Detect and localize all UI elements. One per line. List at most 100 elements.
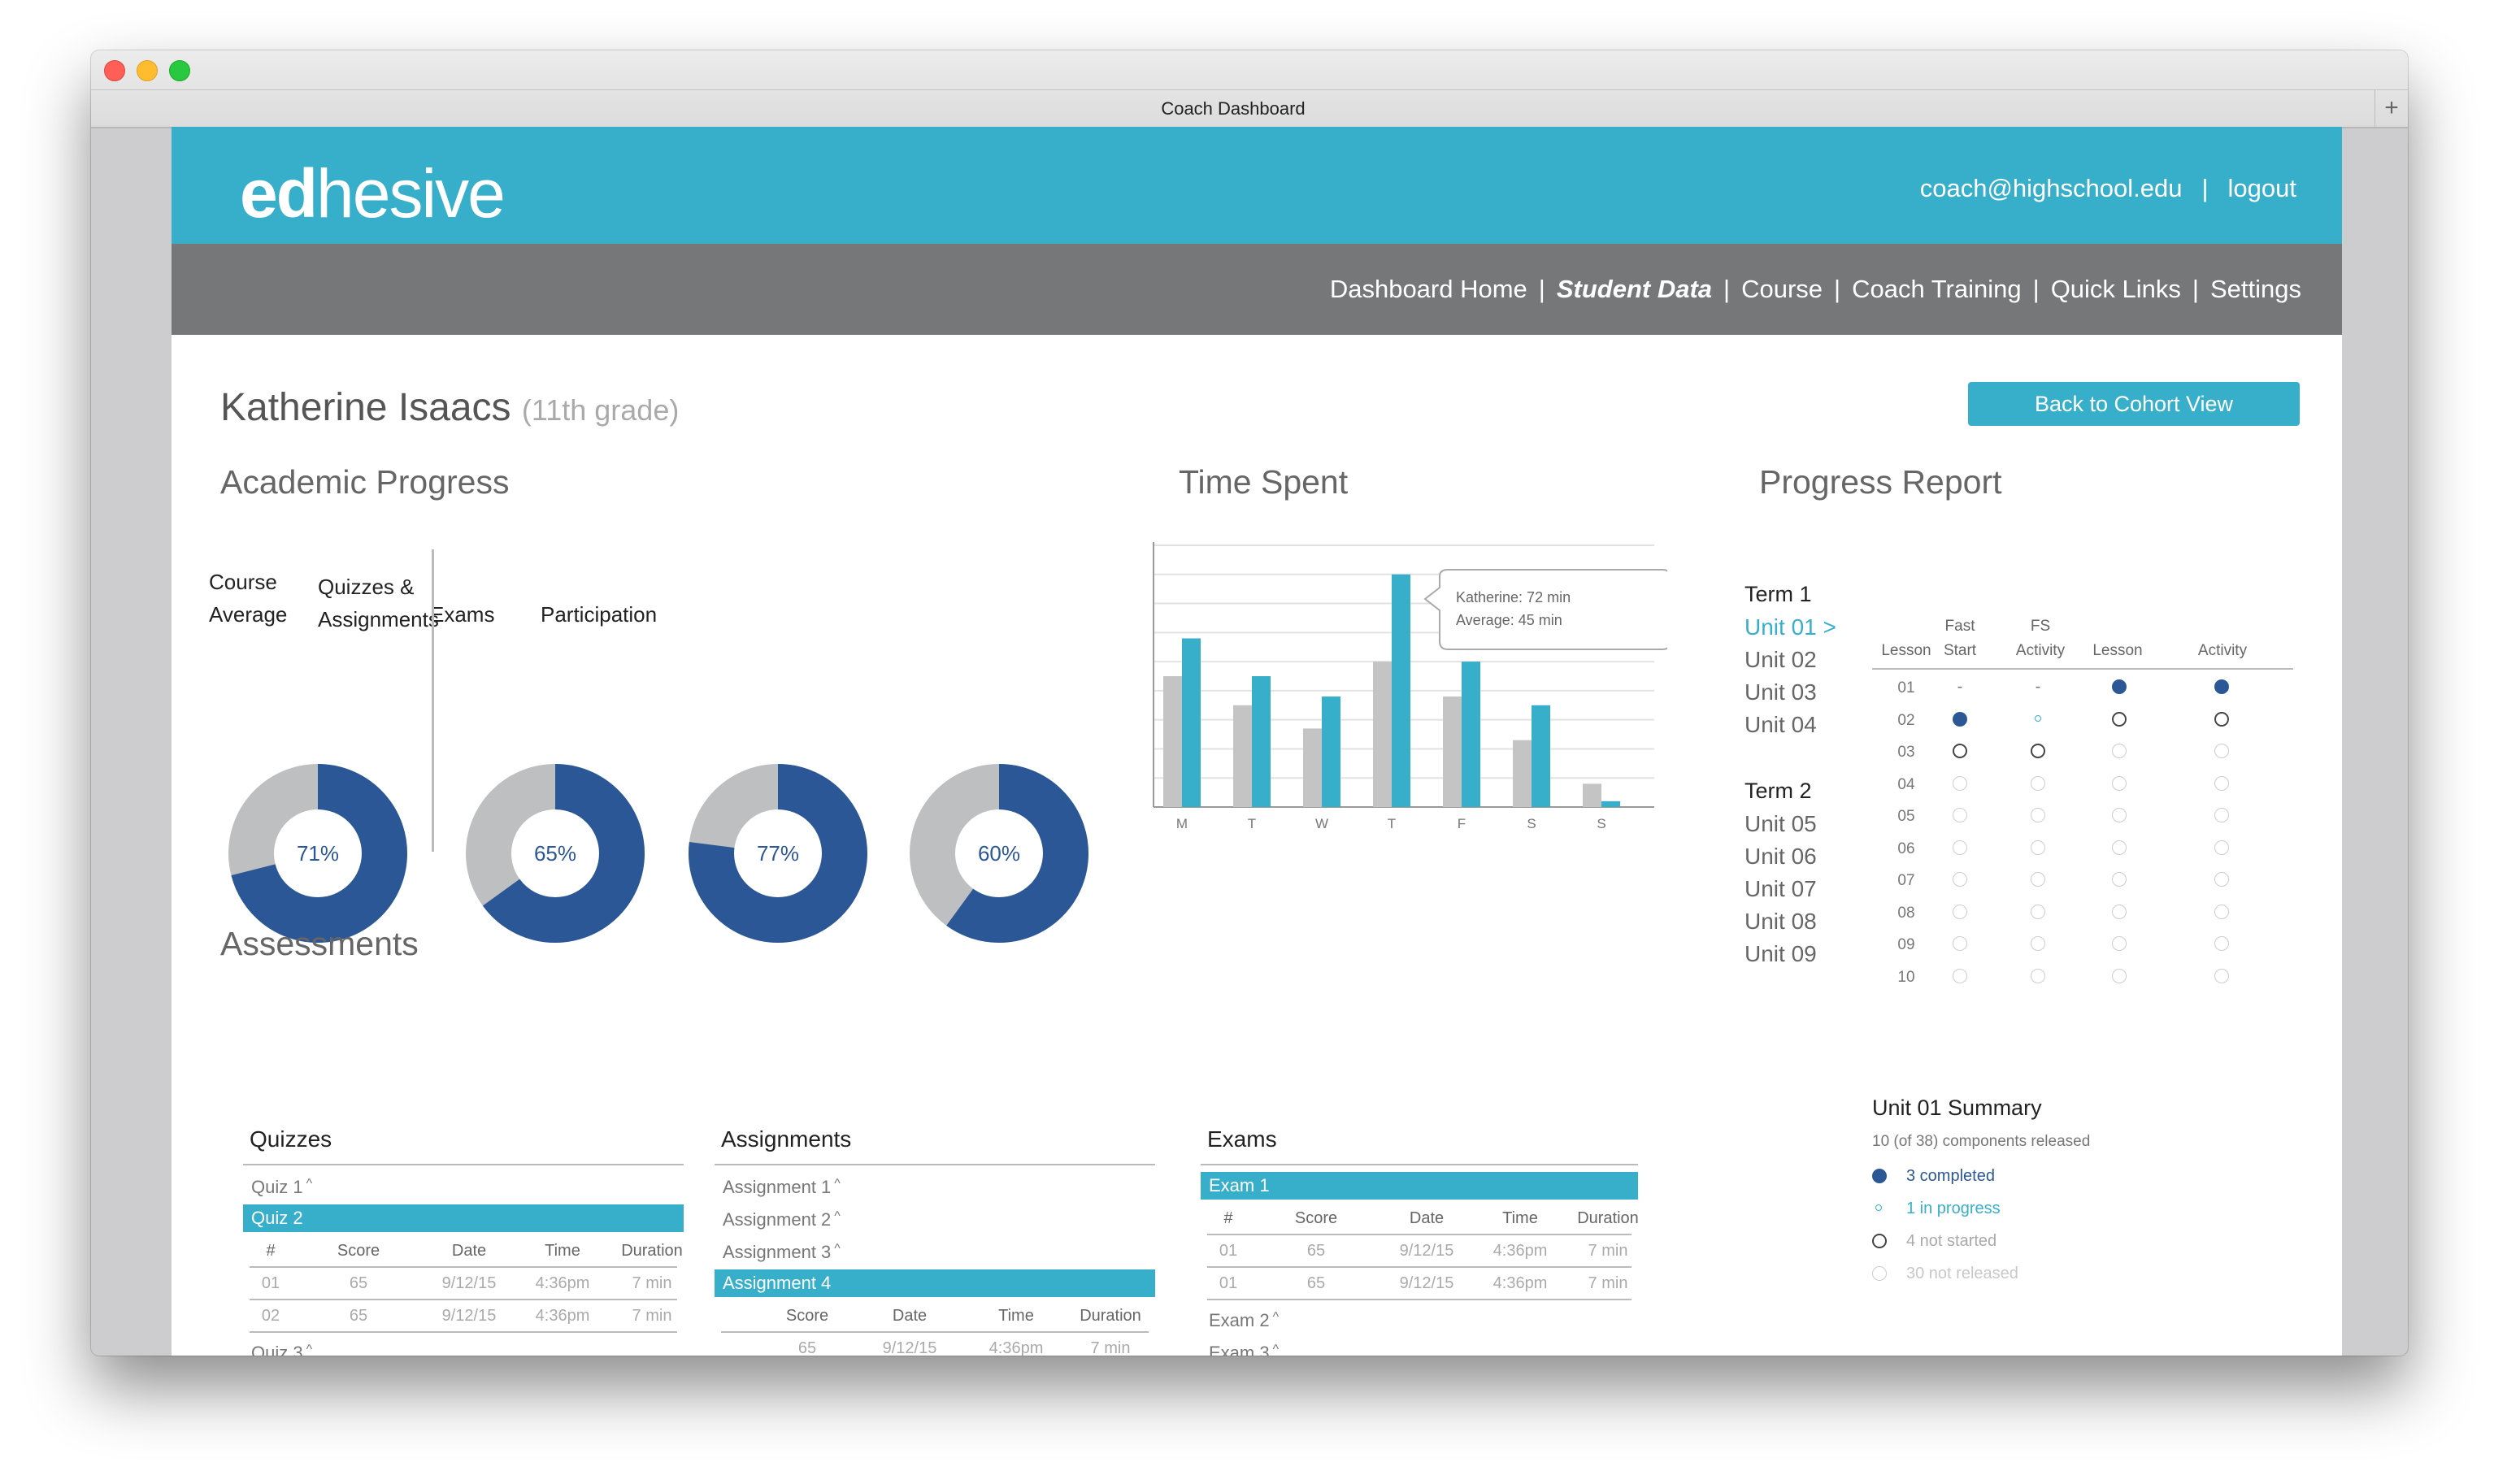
nav-course[interactable]: Course bbox=[1741, 275, 1823, 303]
assignments-item[interactable]: Assignment 3 ^ bbox=[723, 1242, 841, 1263]
status-notreleased-icon[interactable] bbox=[2031, 936, 2045, 951]
status-notreleased-icon[interactable] bbox=[2031, 968, 2045, 983]
quizzes-item[interactable]: Quiz 1 ^ bbox=[251, 1177, 312, 1198]
edhesive-logo[interactable]: edhesive bbox=[240, 154, 506, 233]
progress-column-header-line2: Lesson bbox=[2092, 642, 2143, 659]
unit-link-unit-09[interactable]: Unit 09 bbox=[1744, 941, 1817, 966]
lesson-number: 03 bbox=[1897, 744, 1915, 761]
status-notstarted-icon[interactable] bbox=[2214, 711, 2229, 727]
close-window-button[interactable] bbox=[104, 60, 125, 81]
logout-link[interactable]: logout bbox=[2227, 174, 2296, 202]
table-column-header: Date bbox=[1409, 1209, 1445, 1227]
nav-dashboard-home[interactable]: Dashboard Home bbox=[1329, 275, 1527, 303]
nav-coach-training[interactable]: Coach Training bbox=[1852, 275, 2022, 303]
status-notreleased-icon[interactable] bbox=[2214, 936, 2229, 951]
status-notreleased-icon[interactable] bbox=[1953, 872, 1967, 887]
table-bottom-rule bbox=[250, 1331, 677, 1333]
status-notreleased-icon[interactable] bbox=[1953, 775, 1967, 791]
status-notreleased-icon[interactable] bbox=[2214, 872, 2229, 887]
status-notreleased-icon[interactable] bbox=[2112, 904, 2127, 919]
status-notreleased-icon[interactable] bbox=[2031, 872, 2045, 887]
unit-link-unit-08[interactable]: Unit 08 bbox=[1744, 909, 1817, 934]
back-to-cohort-button[interactable]: Back to Cohort View bbox=[1968, 382, 2300, 426]
status-notstarted-icon[interactable] bbox=[2031, 744, 2045, 758]
unit-link-unit-07[interactable]: Unit 07 bbox=[1744, 876, 1817, 901]
unit-link-unit-02[interactable]: Unit 02 bbox=[1744, 647, 1817, 672]
status-notreleased-icon[interactable] bbox=[2214, 904, 2229, 919]
assignments-item[interactable]: Assignment 1 ^ bbox=[723, 1177, 841, 1198]
assignments-item-label: Assignment 3 bbox=[723, 1242, 832, 1262]
progress-column-header: Activity bbox=[2186, 614, 2259, 663]
logo-light: hesive bbox=[316, 155, 506, 232]
status-notreleased-icon[interactable] bbox=[2112, 872, 2127, 887]
bar-katherine-5 bbox=[1532, 705, 1550, 807]
status-completed-icon[interactable] bbox=[1953, 711, 1967, 727]
lesson-number: 04 bbox=[1897, 775, 1915, 793]
nav-settings[interactable]: Settings bbox=[2209, 275, 2301, 303]
table-column-header: Score bbox=[785, 1307, 829, 1325]
status-notreleased-icon[interactable] bbox=[2214, 968, 2229, 983]
status-notreleased-icon[interactable] bbox=[2112, 775, 2127, 791]
status-notreleased-icon[interactable] bbox=[2214, 775, 2229, 791]
table-cell: 7 min bbox=[632, 1274, 672, 1292]
unit-link-unit-04[interactable]: Unit 04 bbox=[1744, 712, 1817, 737]
table-column-header: Date bbox=[892, 1307, 928, 1325]
account-email-link[interactable]: coach@highschool.edu bbox=[1919, 174, 2183, 202]
minimize-window-button[interactable] bbox=[137, 60, 158, 81]
status-notreleased-icon[interactable] bbox=[2031, 840, 2045, 855]
exams-item[interactable]: Exam 3 ^ bbox=[1209, 1343, 1279, 1356]
expand-caret-icon: ^ bbox=[1272, 1310, 1280, 1324]
exams-item[interactable]: Exam 2 ^ bbox=[1209, 1310, 1279, 1331]
status-notreleased-icon[interactable] bbox=[2031, 808, 2045, 822]
quizzes-item[interactable]: Quiz 3 ^ bbox=[251, 1343, 312, 1356]
table-cell: 4:36pm bbox=[988, 1339, 1044, 1356]
assignments-item[interactable]: Assignment 2 ^ bbox=[723, 1209, 841, 1230]
status-completed-icon[interactable] bbox=[2214, 679, 2229, 694]
status-notreleased-icon[interactable] bbox=[2112, 968, 2127, 983]
browser-window: Coach Dashboard + edhesive coach@highsch… bbox=[91, 50, 2408, 1356]
nav-quick-links[interactable]: Quick Links bbox=[2050, 275, 2181, 303]
nav-separator: | bbox=[2192, 275, 2199, 303]
unit-link-unit-06[interactable]: Unit 06 bbox=[1744, 844, 1817, 869]
status-notreleased-icon[interactable] bbox=[1953, 840, 1967, 855]
unit-link-unit-01[interactable]: Unit 01 > bbox=[1744, 614, 1836, 640]
status-notreleased-icon[interactable] bbox=[2031, 775, 2045, 791]
nav-student-data[interactable]: Student Data bbox=[1556, 275, 1713, 303]
status-notreleased-icon[interactable] bbox=[2031, 904, 2045, 919]
status-notreleased-icon[interactable] bbox=[2112, 808, 2127, 822]
exams-selected-item[interactable]: Exam 1 bbox=[1201, 1172, 1638, 1200]
chart-x-tick-label: S bbox=[1597, 816, 1605, 831]
status-notreleased-icon[interactable] bbox=[1953, 936, 1967, 951]
status-notstarted-icon[interactable] bbox=[2112, 711, 2127, 727]
tab-coach-dashboard[interactable]: Coach Dashboard bbox=[91, 89, 2375, 128]
assignments-selected-item[interactable]: Assignment 4 bbox=[715, 1269, 1155, 1297]
bar-katherine-6 bbox=[1601, 801, 1620, 807]
student-name: Katherine Isaacs bbox=[220, 386, 511, 429]
unit-link-unit-05[interactable]: Unit 05 bbox=[1744, 811, 1817, 836]
donut-chart-average: 71% bbox=[228, 764, 407, 943]
status-notreleased-icon[interactable] bbox=[2112, 840, 2127, 855]
page: edhesive coach@highschool.edu | logout Das… bbox=[172, 127, 2342, 1356]
status-notreleased-icon[interactable] bbox=[1953, 904, 1967, 919]
status-notreleased-icon[interactable] bbox=[1953, 808, 1967, 822]
status-notstarted-icon[interactable] bbox=[1953, 744, 1967, 758]
status-notreleased-icon[interactable] bbox=[2214, 744, 2229, 758]
new-tab-icon[interactable]: + bbox=[2375, 89, 2408, 128]
status-notreleased-icon[interactable] bbox=[1953, 968, 1967, 983]
not-applicable-dash: - bbox=[2035, 678, 2041, 696]
bar-katherine-3 bbox=[1392, 574, 1410, 807]
status-notreleased-icon[interactable] bbox=[2214, 840, 2229, 855]
status-completed-icon[interactable] bbox=[2112, 679, 2127, 694]
status-notreleased-icon[interactable] bbox=[2214, 808, 2229, 822]
chart-x-tick-label: T bbox=[1388, 816, 1396, 831]
status-notreleased-icon[interactable] bbox=[2112, 936, 2127, 951]
quizzes-item-label: Quiz 1 bbox=[251, 1177, 303, 1197]
table-cell: 65 bbox=[349, 1307, 368, 1325]
status-in-progress-icon[interactable] bbox=[2035, 714, 2041, 722]
maximize-window-button[interactable] bbox=[169, 60, 190, 81]
student-heading: Katherine Isaacs (11th grade) bbox=[220, 385, 679, 430]
quizzes-selected-item[interactable]: Quiz 2 bbox=[243, 1204, 684, 1232]
status-notreleased-icon[interactable] bbox=[2112, 744, 2127, 758]
table-column-header: Duration bbox=[1577, 1209, 1639, 1227]
unit-link-unit-03[interactable]: Unit 03 bbox=[1744, 679, 1817, 705]
